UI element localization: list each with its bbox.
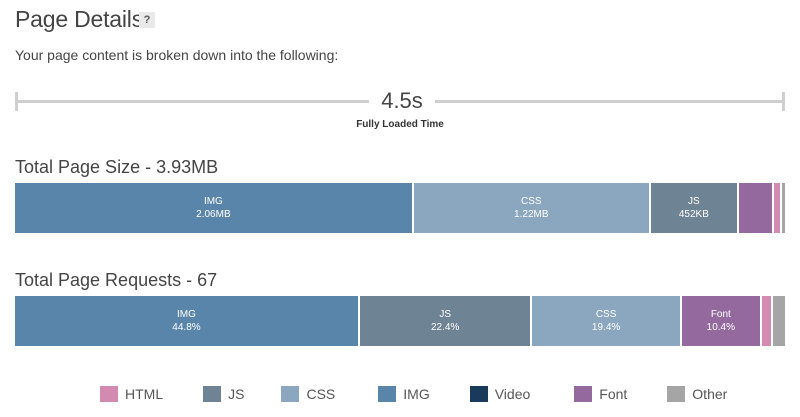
legend-item-other: Other (667, 386, 727, 402)
timeline-line-left (15, 100, 369, 103)
size-segment-label: JS (688, 196, 700, 207)
legend-item-js: JS (203, 386, 244, 402)
legend-swatch-video (469, 386, 488, 402)
size-segment-value: 2.06MB (196, 209, 231, 220)
requests-segment-font[interactable]: Font 10.4% (681, 296, 762, 346)
size-segment-value: 1.22MB (514, 209, 549, 220)
requests-segment-value: 10.4% (706, 322, 736, 333)
page-requests-title: Total Page Requests - 67 (15, 270, 218, 290)
legend-label: HTML (125, 386, 164, 402)
size-segment-label: IMG (203, 196, 223, 207)
legend-label: Font (599, 386, 628, 402)
size-segment-other[interactable] (781, 183, 785, 233)
page-size-bar: IMG 2.06MB CSS 1.22MB JS 452KB (15, 183, 785, 233)
legend-item-html: HTML (100, 386, 163, 402)
legend-swatch-font (574, 386, 593, 402)
requests-segment-value: 22.4% (431, 322, 460, 333)
size-segment-css[interactable]: CSS 1.22MB (413, 183, 651, 233)
requests-segment-other[interactable] (773, 296, 785, 346)
size-segment-font[interactable] (738, 183, 774, 233)
requests-segment-js[interactable]: JS 22.4% (359, 296, 533, 346)
legend-item-css: CSS (281, 386, 335, 402)
page-title: Page Details (15, 6, 144, 32)
legend-swatch-js (203, 386, 222, 402)
legend-swatch-css (281, 386, 300, 402)
requests-segment-label: JS (439, 309, 452, 320)
page-requests-bar: IMG 44.8% JS 22.4% CSS 19.4% Font 10.4% (15, 296, 785, 346)
requests-segment-img[interactable]: IMG 44.8% (15, 296, 360, 346)
requests-segment-label: Font (710, 309, 731, 320)
legend-label: JS (228, 386, 245, 402)
page-size-title: Total Page Size - 3.93MB (15, 157, 219, 177)
legend-label: Other (692, 386, 728, 402)
timeline-end-cap (782, 92, 785, 111)
timeline-line-right (435, 100, 785, 103)
intro-text: Your page content is broken down into th… (15, 47, 339, 63)
legend-item-img: IMG (378, 386, 430, 402)
requests-segment-html[interactable] (761, 296, 774, 346)
legend-swatch-img (378, 386, 397, 402)
requests-segment-css[interactable]: CSS 19.4% (532, 296, 682, 346)
legend-item-font: Font (574, 386, 627, 402)
size-segment-html[interactable] (773, 183, 782, 233)
legend-swatch-html (100, 386, 118, 402)
legend-label: Video (494, 386, 531, 402)
content-type-legend: HTML JS CSS IMG Video Font Other (100, 386, 727, 402)
size-segment-img[interactable]: IMG 2.06MB (15, 183, 414, 233)
help-icon[interactable]: ? (139, 12, 155, 28)
requests-segment-value: 19.4% (591, 322, 621, 333)
fully-loaded-time-value: 4.5s (381, 88, 423, 113)
size-segment-js[interactable]: JS 452KB (650, 183, 739, 233)
size-segment-value: 452KB (678, 209, 709, 220)
fully-loaded-time-label: Fully Loaded Time (356, 119, 444, 130)
size-segment-label: CSS (521, 196, 542, 207)
requests-segment-value: 44.8% (172, 322, 201, 333)
requests-segment-label: CSS (595, 309, 617, 320)
legend-label: IMG (403, 386, 430, 402)
legend-label: CSS (306, 386, 336, 402)
legend-item-video: Video (469, 386, 531, 402)
fully-loaded-timeline: 4.5s (15, 88, 785, 114)
legend-swatch-other (667, 386, 686, 402)
requests-segment-label: IMG (177, 309, 196, 320)
